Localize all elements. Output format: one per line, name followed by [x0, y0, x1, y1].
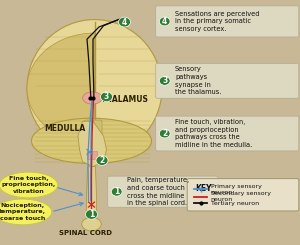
FancyBboxPatch shape [156, 63, 299, 98]
Ellipse shape [0, 172, 58, 198]
Text: 1: 1 [89, 210, 94, 219]
Text: 3: 3 [104, 92, 109, 101]
FancyBboxPatch shape [156, 6, 299, 37]
FancyBboxPatch shape [108, 176, 218, 207]
Text: THALAMUS: THALAMUS [100, 95, 148, 104]
Ellipse shape [27, 20, 162, 157]
Ellipse shape [32, 118, 152, 164]
Text: MEDULLA: MEDULLA [44, 124, 85, 133]
Text: SPINAL CORD: SPINAL CORD [59, 230, 112, 236]
Circle shape [159, 129, 170, 138]
Circle shape [85, 209, 98, 219]
Text: KEY: KEY [195, 184, 211, 193]
Text: 2: 2 [162, 129, 167, 138]
Circle shape [111, 187, 122, 196]
Circle shape [159, 17, 170, 26]
Text: 4: 4 [122, 18, 127, 26]
Circle shape [96, 156, 108, 165]
FancyBboxPatch shape [156, 116, 299, 151]
Text: 4: 4 [162, 17, 167, 26]
Text: Sensory
pathways
synapse in
the thalamus.: Sensory pathways synapse in the thalamus… [175, 66, 221, 96]
Text: Nociception,
temperature,
coarse touch: Nociception, temperature, coarse touch [0, 203, 46, 221]
Text: Primary sensory
neuron: Primary sensory neuron [211, 184, 262, 195]
Text: 2: 2 [99, 156, 105, 165]
Ellipse shape [82, 218, 101, 231]
Ellipse shape [83, 92, 102, 104]
FancyBboxPatch shape [87, 151, 97, 159]
Circle shape [118, 17, 130, 27]
Polygon shape [86, 167, 97, 228]
Text: Tertiary neuron: Tertiary neuron [211, 201, 259, 206]
Text: Fine touch,
proprioception,
vibration: Fine touch, proprioception, vibration [2, 176, 56, 194]
Wedge shape [27, 33, 94, 143]
Text: 1: 1 [114, 187, 119, 196]
Ellipse shape [0, 199, 52, 225]
Polygon shape [78, 121, 106, 167]
Text: 3: 3 [162, 76, 167, 85]
Circle shape [100, 92, 112, 102]
Circle shape [159, 76, 170, 85]
Text: Secondary sensory
neuron: Secondary sensory neuron [211, 191, 271, 202]
Text: Fine touch, vibration,
and proprioception
pathways cross the
midline in the medu: Fine touch, vibration, and proprioceptio… [175, 119, 252, 148]
FancyBboxPatch shape [187, 179, 299, 211]
Text: Pain, temperature,
and coarse touch
cross the midline
in the spinal cord.: Pain, temperature, and coarse touch cros… [127, 177, 189, 206]
Text: Sensations are perceived
in the primary somatic
sensory cortex.: Sensations are perceived in the primary … [175, 11, 260, 32]
FancyBboxPatch shape [84, 120, 102, 163]
